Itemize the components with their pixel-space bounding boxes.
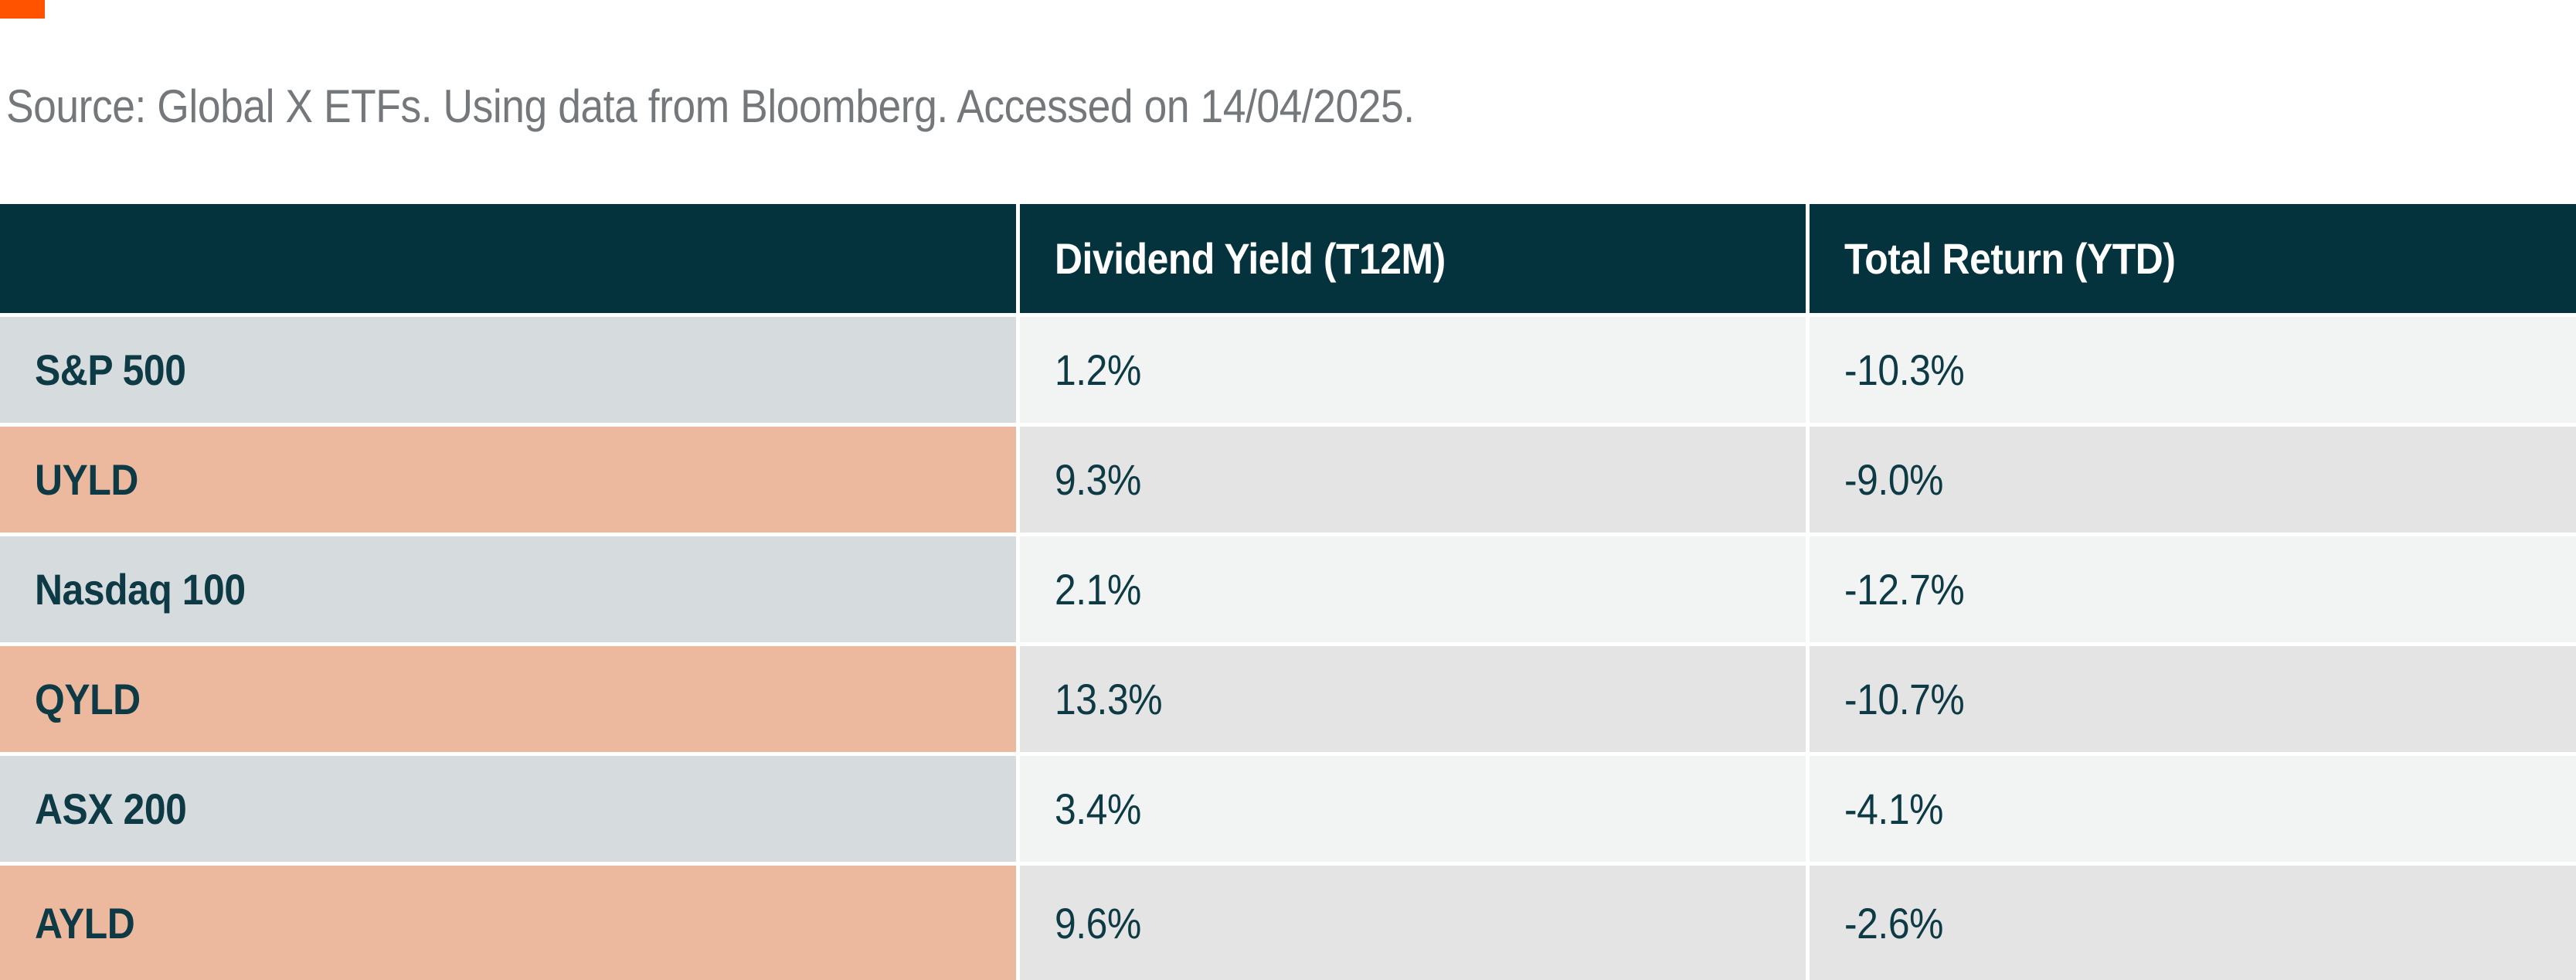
row-label-cell: S&P 500 bbox=[0, 317, 1016, 423]
col-header-total-return: Total Return (YTD) bbox=[1810, 204, 2576, 313]
dividend-yield-cell: 13.3% bbox=[1020, 646, 1806, 752]
row-label-cell: Nasdaq 100 bbox=[0, 536, 1016, 642]
row-label-cell: ASX 200 bbox=[0, 756, 1016, 862]
dividend-yield-cell: 3.4% bbox=[1020, 756, 1806, 862]
col-header-dividend-yield: Dividend Yield (T12M) bbox=[1020, 204, 1806, 313]
total-return-cell: -2.6% bbox=[1810, 866, 2576, 980]
total-return-cell: -4.1% bbox=[1810, 756, 2576, 862]
row-label-cell: AYLD bbox=[0, 866, 1016, 980]
brand-accent-mark bbox=[0, 0, 45, 19]
dividend-yield-cell: 2.1% bbox=[1020, 536, 1806, 642]
dividend-yield-cell: 1.2% bbox=[1020, 317, 1806, 423]
etf-comparison-table: Dividend Yield (T12M) Total Return (YTD)… bbox=[0, 204, 2576, 980]
dividend-yield-cell: 9.3% bbox=[1020, 427, 1806, 533]
source-note-text: Source: Global X ETFs. Using data from B… bbox=[6, 80, 1415, 132]
total-return-cell: -9.0% bbox=[1810, 427, 2576, 533]
row-label-cell: UYLD bbox=[0, 427, 1016, 533]
total-return-cell: -10.7% bbox=[1810, 646, 2576, 752]
col-header-blank bbox=[0, 204, 1016, 313]
total-return-cell: -10.3% bbox=[1810, 317, 2576, 423]
row-label-cell: QYLD bbox=[0, 646, 1016, 752]
total-return-cell: -12.7% bbox=[1810, 536, 2576, 642]
source-note: Source: Global X ETFs. Using data from B… bbox=[6, 74, 1589, 139]
dividend-yield-cell: 9.6% bbox=[1020, 866, 1806, 980]
